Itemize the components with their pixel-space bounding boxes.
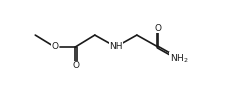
Text: O: O — [154, 24, 161, 33]
Text: O: O — [72, 61, 79, 70]
Text: NH$_2$: NH$_2$ — [169, 52, 187, 65]
Text: NH: NH — [109, 42, 122, 51]
Text: O: O — [51, 42, 58, 51]
